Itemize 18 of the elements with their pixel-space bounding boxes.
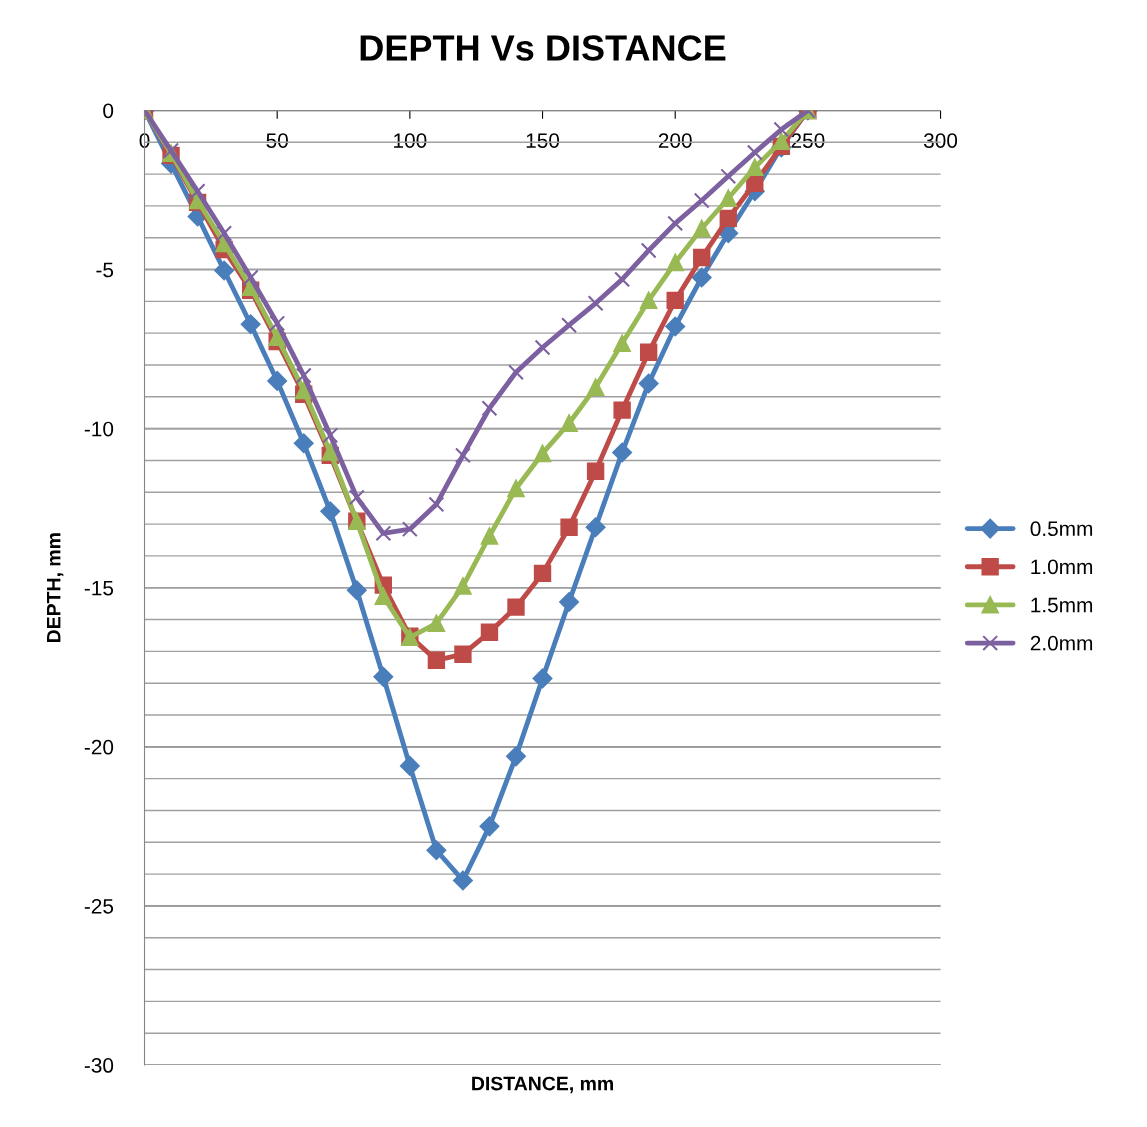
legend-label: 1.0mm [1031,559,1093,575]
x-axis-title: DISTANCE, mm [472,1076,613,1094]
y-tick-label: -5 [96,262,114,278]
y-tick-label: -15 [84,580,114,596]
legend-label: 0.5mm [1030,521,1093,537]
y-axis-title: DEPTH, mm [47,533,64,643]
x-tick-label: 50 [266,133,288,148]
legend-label: 2.0mm [1030,635,1093,651]
y-tick-label: -20 [84,739,114,755]
y-tick-label: -30 [84,1058,114,1073]
x-tick-label: 150 [526,133,560,148]
y-tick-label: 0 [103,103,114,119]
y-tick-label: -25 [84,898,114,914]
legend-label: 1.5mm [1031,597,1093,613]
x-tick-label: 300 [923,133,958,148]
y-tick-label: -10 [84,421,114,437]
x-tick-label: 250 [791,133,825,148]
chart-title: DEPTH Vs DISTANCE [360,35,726,61]
